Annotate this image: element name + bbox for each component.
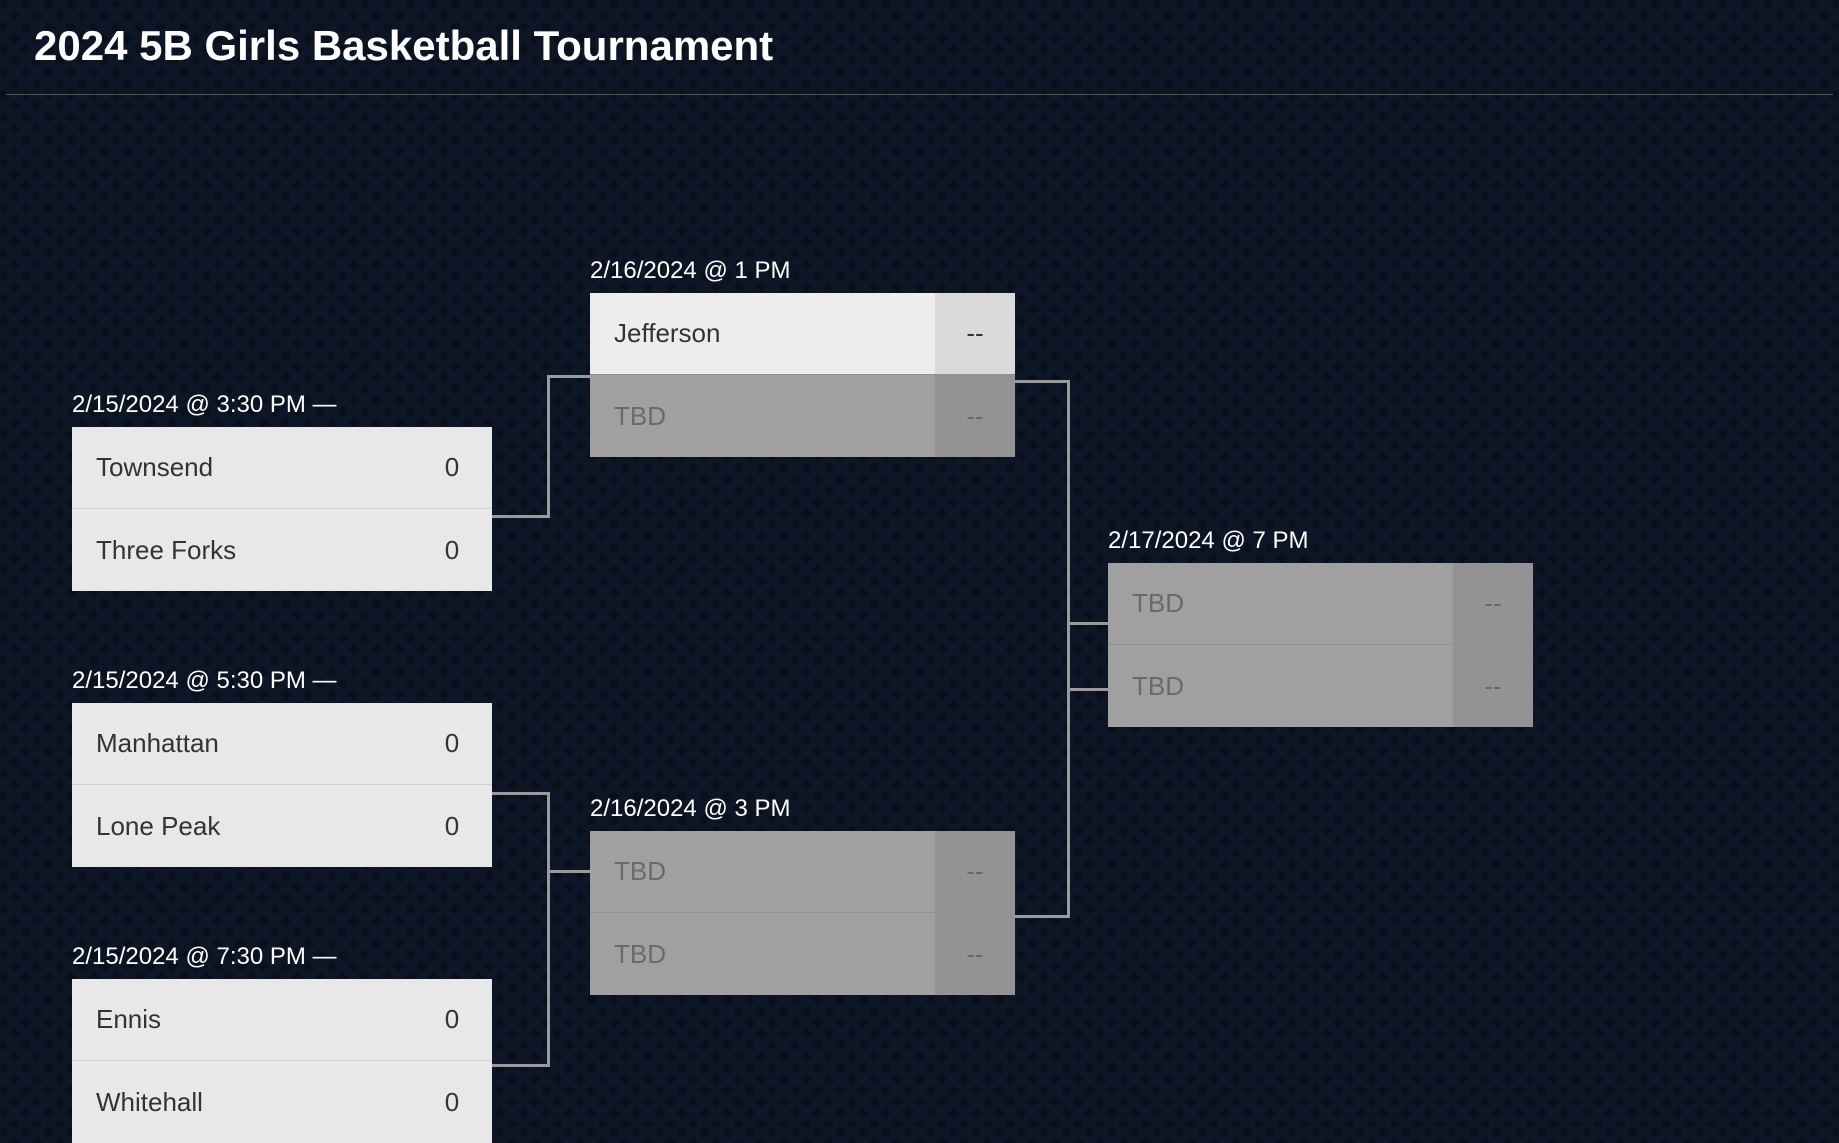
match-round1-game2: 2/15/2024 @ 5:30 PM — Manhattan 0 Lone P… [72,667,492,867]
team-score: 0 [412,1004,492,1035]
team-row: TBD -- [1108,645,1533,727]
match-round2-game1: 2/16/2024 @ 1 PM Jefferson -- TBD -- [590,257,1015,457]
team-score: -- [935,913,1015,995]
team-score: 0 [412,728,492,759]
connector [550,375,590,378]
connector [1015,688,1070,918]
match-header: 2/16/2024 @ 3 PM [590,795,1015,831]
team-name: Jefferson [590,318,935,349]
team-score: 0 [412,811,492,842]
team-row: Manhattan 0 [72,703,492,785]
connector [1015,380,1070,625]
team-name: Lone Peak [72,811,412,842]
connector [550,870,590,962]
team-score: -- [1453,645,1533,727]
team-score: -- [935,831,1015,912]
match-box[interactable]: Jefferson -- TBD -- [590,293,1015,457]
connector [492,792,550,870]
team-score: 0 [412,452,492,483]
match-box[interactable]: TBD -- TBD -- [590,831,1015,995]
team-score: -- [935,293,1015,374]
match-header: 2/15/2024 @ 5:30 PM — [72,667,492,703]
team-name: Townsend [72,452,412,483]
match-box[interactable]: Manhattan 0 Lone Peak 0 [72,703,492,867]
team-name: Ennis [72,1004,412,1035]
team-score: -- [935,375,1015,457]
connector [1067,625,1070,691]
match-header: 2/15/2024 @ 7:30 PM — [72,943,492,979]
team-row: Ennis 0 [72,979,492,1061]
team-row: Three Forks 0 [72,509,492,591]
page-title: 2024 5B Girls Basketball Tournament [6,0,1833,95]
team-name: TBD [590,856,935,887]
match-round1-game3: 2/15/2024 @ 7:30 PM — Ennis 0 Whitehall … [72,943,492,1143]
team-score: -- [1453,563,1533,644]
match-box[interactable]: TBD -- TBD -- [1108,563,1533,727]
team-row: Lone Peak 0 [72,785,492,867]
match-final: 2/17/2024 @ 7 PM TBD -- TBD -- [1108,527,1533,727]
connector [1070,688,1108,691]
team-name: Whitehall [72,1087,412,1118]
match-box[interactable]: Ennis 0 Whitehall 0 [72,979,492,1143]
connector [492,375,550,518]
connector [492,962,550,1067]
team-row: TBD -- [590,831,1015,913]
connector [1070,622,1108,625]
team-row: Townsend 0 [72,427,492,509]
match-header: 2/17/2024 @ 7 PM [1108,527,1533,563]
match-header: 2/15/2024 @ 3:30 PM — [72,391,492,427]
team-name: TBD [590,939,935,970]
team-name: Manhattan [72,728,412,759]
team-score: 0 [412,535,492,566]
team-row: TBD -- [1108,563,1533,645]
team-name: Three Forks [72,535,412,566]
match-box[interactable]: Townsend 0 Three Forks 0 [72,427,492,591]
team-row: Whitehall 0 [72,1061,492,1143]
match-round1-game1: 2/15/2024 @ 3:30 PM — Townsend 0 Three F… [72,391,492,591]
team-name: TBD [1108,671,1453,702]
team-name: TBD [1108,588,1453,619]
team-row: Jefferson -- [590,293,1015,375]
connector [547,870,550,965]
team-row: TBD -- [590,913,1015,995]
match-round2-game2: 2/16/2024 @ 3 PM TBD -- TBD -- [590,795,1015,995]
team-row: TBD -- [590,375,1015,457]
match-header: 2/16/2024 @ 1 PM [590,257,1015,293]
team-score: 0 [412,1087,492,1118]
team-name: TBD [590,401,935,432]
